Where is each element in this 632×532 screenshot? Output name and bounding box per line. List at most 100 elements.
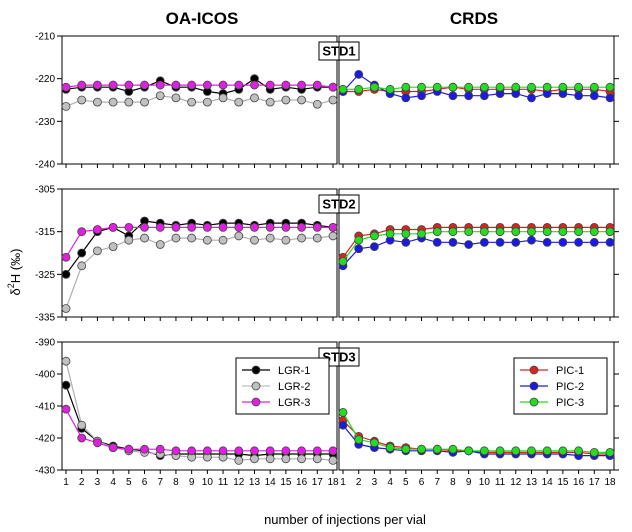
data-point-lgr-3 [187,80,197,90]
data-point-lgr-2 [155,240,165,249]
panel-frame [338,188,615,318]
data-point-pic-3 [495,446,505,456]
legend-marker [529,381,539,391]
y-tick-label: -220 [35,74,55,85]
data-point-lgr-2 [93,246,102,256]
data-point-pic-2 [589,237,599,247]
data-point-lgr-2 [328,231,338,241]
data-point-lgr-3 [281,222,291,232]
data-point-lgr-2 [171,93,181,103]
data-point-pic-2 [370,242,379,252]
data-point-lgr-3 [61,252,71,262]
data-point-lgr-2 [140,97,149,107]
series-line-pic-3 [342,231,610,262]
data-point-lgr-3 [281,80,291,90]
panel-std1-oa-icos: -210 -220 -230 -240 [35,32,338,171]
data-point-pic-2 [495,237,505,247]
x-tick-label: 5 [126,477,132,488]
data-point-pic-3 [479,82,489,92]
data-point-lgr-2 [281,95,291,105]
data-point-lgr-2 [93,97,102,107]
data-point-pic-3 [495,227,505,237]
data-point-lgr-2 [250,235,259,245]
x-tick-label: 13 [526,477,538,488]
data-point-lgr-2 [187,97,197,107]
data-point-pic-3 [574,227,583,237]
data-point-lgr-3 [108,222,118,232]
data-point-lgr-3 [297,222,306,232]
data-point-pic-3 [448,82,458,92]
series-line-pic-2 [342,237,610,267]
x-tick-label: 4 [110,477,116,488]
data-point-lgr-2 [234,231,244,241]
data-point-lgr-3 [171,446,181,456]
data-point-pic-3 [354,435,364,445]
data-point-pic-2 [417,91,426,101]
data-point-lgr-3 [312,80,322,90]
data-point-lgr-2 [265,97,275,107]
x-tick-label: 1 [340,477,346,488]
series-line-lgr-2 [65,95,334,107]
data-point-pic-2 [574,237,583,247]
data-point-pic-3 [495,82,505,92]
x-tick-label: 8 [450,477,456,488]
data-point-lgr-2 [187,233,197,243]
data-point-lgr-3 [328,446,338,456]
data-point-lgr-2 [297,454,306,464]
data-point-lgr-3 [218,222,228,232]
data-point-lgr-2 [108,242,118,252]
data-point-pic-3 [558,446,568,456]
data-point-lgr-3 [297,446,306,456]
x-tick-label: 18 [327,477,339,488]
legend-label-pic-3: PIC-3 [556,397,584,409]
data-point-lgr-3 [234,446,244,456]
data-point-lgr-2 [77,261,87,271]
data-point-lgr-3 [218,446,228,456]
series-line-pic-3 [342,412,610,453]
legend-marker [251,397,261,407]
data-point-lgr-2 [218,93,228,103]
data-point-pic-3 [448,444,458,454]
data-point-lgr-2 [202,97,212,107]
title-oa-icos: OA-ICOS [166,9,239,28]
data-point-pic-3 [432,82,442,92]
data-point-pic-3 [589,227,599,237]
data-point-lgr-2 [328,455,338,465]
data-point-pic-3 [417,444,426,454]
data-point-pic-3 [448,227,458,237]
x-tick-label: 11 [495,477,506,488]
x-tick-label: 5 [403,477,409,488]
x-tick-label: 12 [233,477,245,488]
data-point-pic-2 [354,244,364,254]
data-point-pic-2 [448,91,458,101]
data-point-pic-3 [354,235,364,245]
data-point-pic-3 [511,227,521,237]
data-point-lgr-3 [250,446,259,456]
data-point-lgr-2 [61,102,71,111]
data-point-lgr-3 [77,433,87,443]
data-point-lgr-3 [124,444,134,454]
y-tick-label: -390 [35,338,55,349]
panels-group: -210-220-230-240STD1-305-315-325-335STD2… [35,32,619,488]
x-tick-label: 15 [557,477,569,488]
data-point-pic-2 [401,93,411,103]
legend-label-lgr-1: LGR-1 [278,365,310,377]
data-point-lgr-3 [171,80,181,90]
data-point-lgr-3 [124,222,134,232]
data-point-lgr-3 [93,438,102,448]
data-point-pic-3 [464,82,474,92]
data-point-lgr-1 [61,269,71,279]
legend-marker [251,365,261,375]
data-point-pic-3 [401,444,411,454]
panel-std2-oa-icos: -305 -315 -325 -335 [35,185,338,324]
x-tick-label: 16 [573,477,585,488]
data-point-lgr-2 [297,233,306,243]
x-tick-label: 12 [510,477,522,488]
legend-marker [251,381,261,391]
data-point-pic-2 [338,420,348,430]
legend-pic: PIC-1 PIC-2 PIC-3 [513,357,608,415]
data-point-pic-3 [417,82,426,92]
legend-lgr: LGR-1 LGR-2 LGR-3 [235,357,330,415]
x-tick-label: 10 [202,477,214,488]
x-tick-label: 17 [589,477,601,488]
